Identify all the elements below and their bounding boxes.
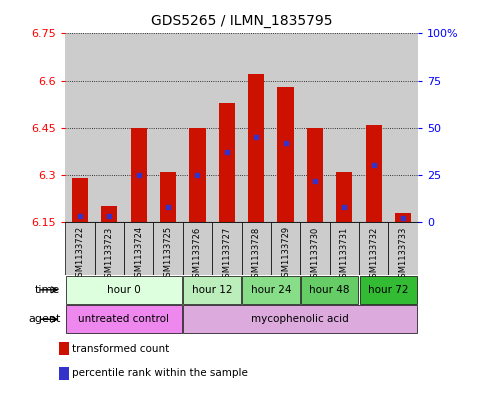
- Bar: [189, 128, 205, 222]
- Bar: [242, 222, 271, 275]
- Text: GSM1133731: GSM1133731: [340, 226, 349, 283]
- Text: percentile rank within the sample: percentile rank within the sample: [72, 368, 248, 378]
- Bar: [359, 33, 388, 222]
- Text: GSM1133726: GSM1133726: [193, 226, 202, 283]
- Bar: [66, 276, 182, 304]
- Bar: [329, 222, 359, 275]
- Bar: [95, 222, 124, 275]
- Text: GSM1133730: GSM1133730: [311, 226, 319, 283]
- Bar: [307, 128, 323, 222]
- Bar: [65, 33, 95, 222]
- Bar: [59, 367, 69, 380]
- Bar: [271, 33, 300, 222]
- Text: hour 0: hour 0: [107, 285, 141, 295]
- Bar: [95, 33, 124, 222]
- Text: hour 48: hour 48: [310, 285, 350, 295]
- Bar: [366, 125, 382, 222]
- Bar: [183, 33, 212, 222]
- Bar: [300, 33, 330, 222]
- Bar: [124, 33, 154, 222]
- Bar: [388, 33, 418, 222]
- Bar: [395, 213, 411, 222]
- Bar: [154, 222, 183, 275]
- Bar: [336, 172, 353, 222]
- Bar: [330, 33, 359, 222]
- Text: GSM1133732: GSM1133732: [369, 226, 378, 283]
- Text: GDS5265 / ILMN_1835795: GDS5265 / ILMN_1835795: [151, 14, 332, 28]
- Text: GSM1133728: GSM1133728: [252, 226, 261, 283]
- Text: GSM1133725: GSM1133725: [164, 226, 172, 283]
- Text: GSM1133727: GSM1133727: [222, 226, 231, 283]
- Text: GSM1133724: GSM1133724: [134, 226, 143, 283]
- Bar: [130, 128, 147, 222]
- Bar: [65, 222, 95, 275]
- Bar: [212, 222, 242, 275]
- Bar: [301, 276, 358, 304]
- Bar: [124, 222, 154, 275]
- Text: GSM1133729: GSM1133729: [281, 226, 290, 283]
- Text: GSM1133722: GSM1133722: [75, 226, 85, 283]
- Text: time: time: [35, 285, 60, 295]
- Bar: [212, 33, 242, 222]
- Bar: [248, 74, 264, 222]
- Bar: [242, 276, 299, 304]
- Text: hour 12: hour 12: [192, 285, 232, 295]
- Bar: [160, 172, 176, 222]
- Bar: [184, 305, 417, 333]
- Text: GSM1133733: GSM1133733: [398, 226, 408, 283]
- Bar: [242, 33, 271, 222]
- Bar: [154, 33, 183, 222]
- Bar: [184, 276, 241, 304]
- Bar: [388, 222, 418, 275]
- Text: untreated control: untreated control: [78, 314, 170, 324]
- Text: agent: agent: [28, 314, 60, 324]
- Text: hour 24: hour 24: [251, 285, 291, 295]
- Bar: [219, 103, 235, 222]
- Text: mycophenolic acid: mycophenolic acid: [251, 314, 349, 324]
- Bar: [59, 342, 69, 355]
- Bar: [300, 222, 329, 275]
- Bar: [271, 222, 300, 275]
- Text: GSM1133723: GSM1133723: [105, 226, 114, 283]
- Bar: [183, 222, 212, 275]
- Bar: [101, 206, 117, 222]
- Bar: [278, 87, 294, 222]
- Bar: [72, 178, 88, 222]
- Text: hour 72: hour 72: [368, 285, 409, 295]
- Bar: [360, 276, 417, 304]
- Bar: [359, 222, 388, 275]
- Bar: [66, 305, 182, 333]
- Text: transformed count: transformed count: [72, 344, 170, 354]
